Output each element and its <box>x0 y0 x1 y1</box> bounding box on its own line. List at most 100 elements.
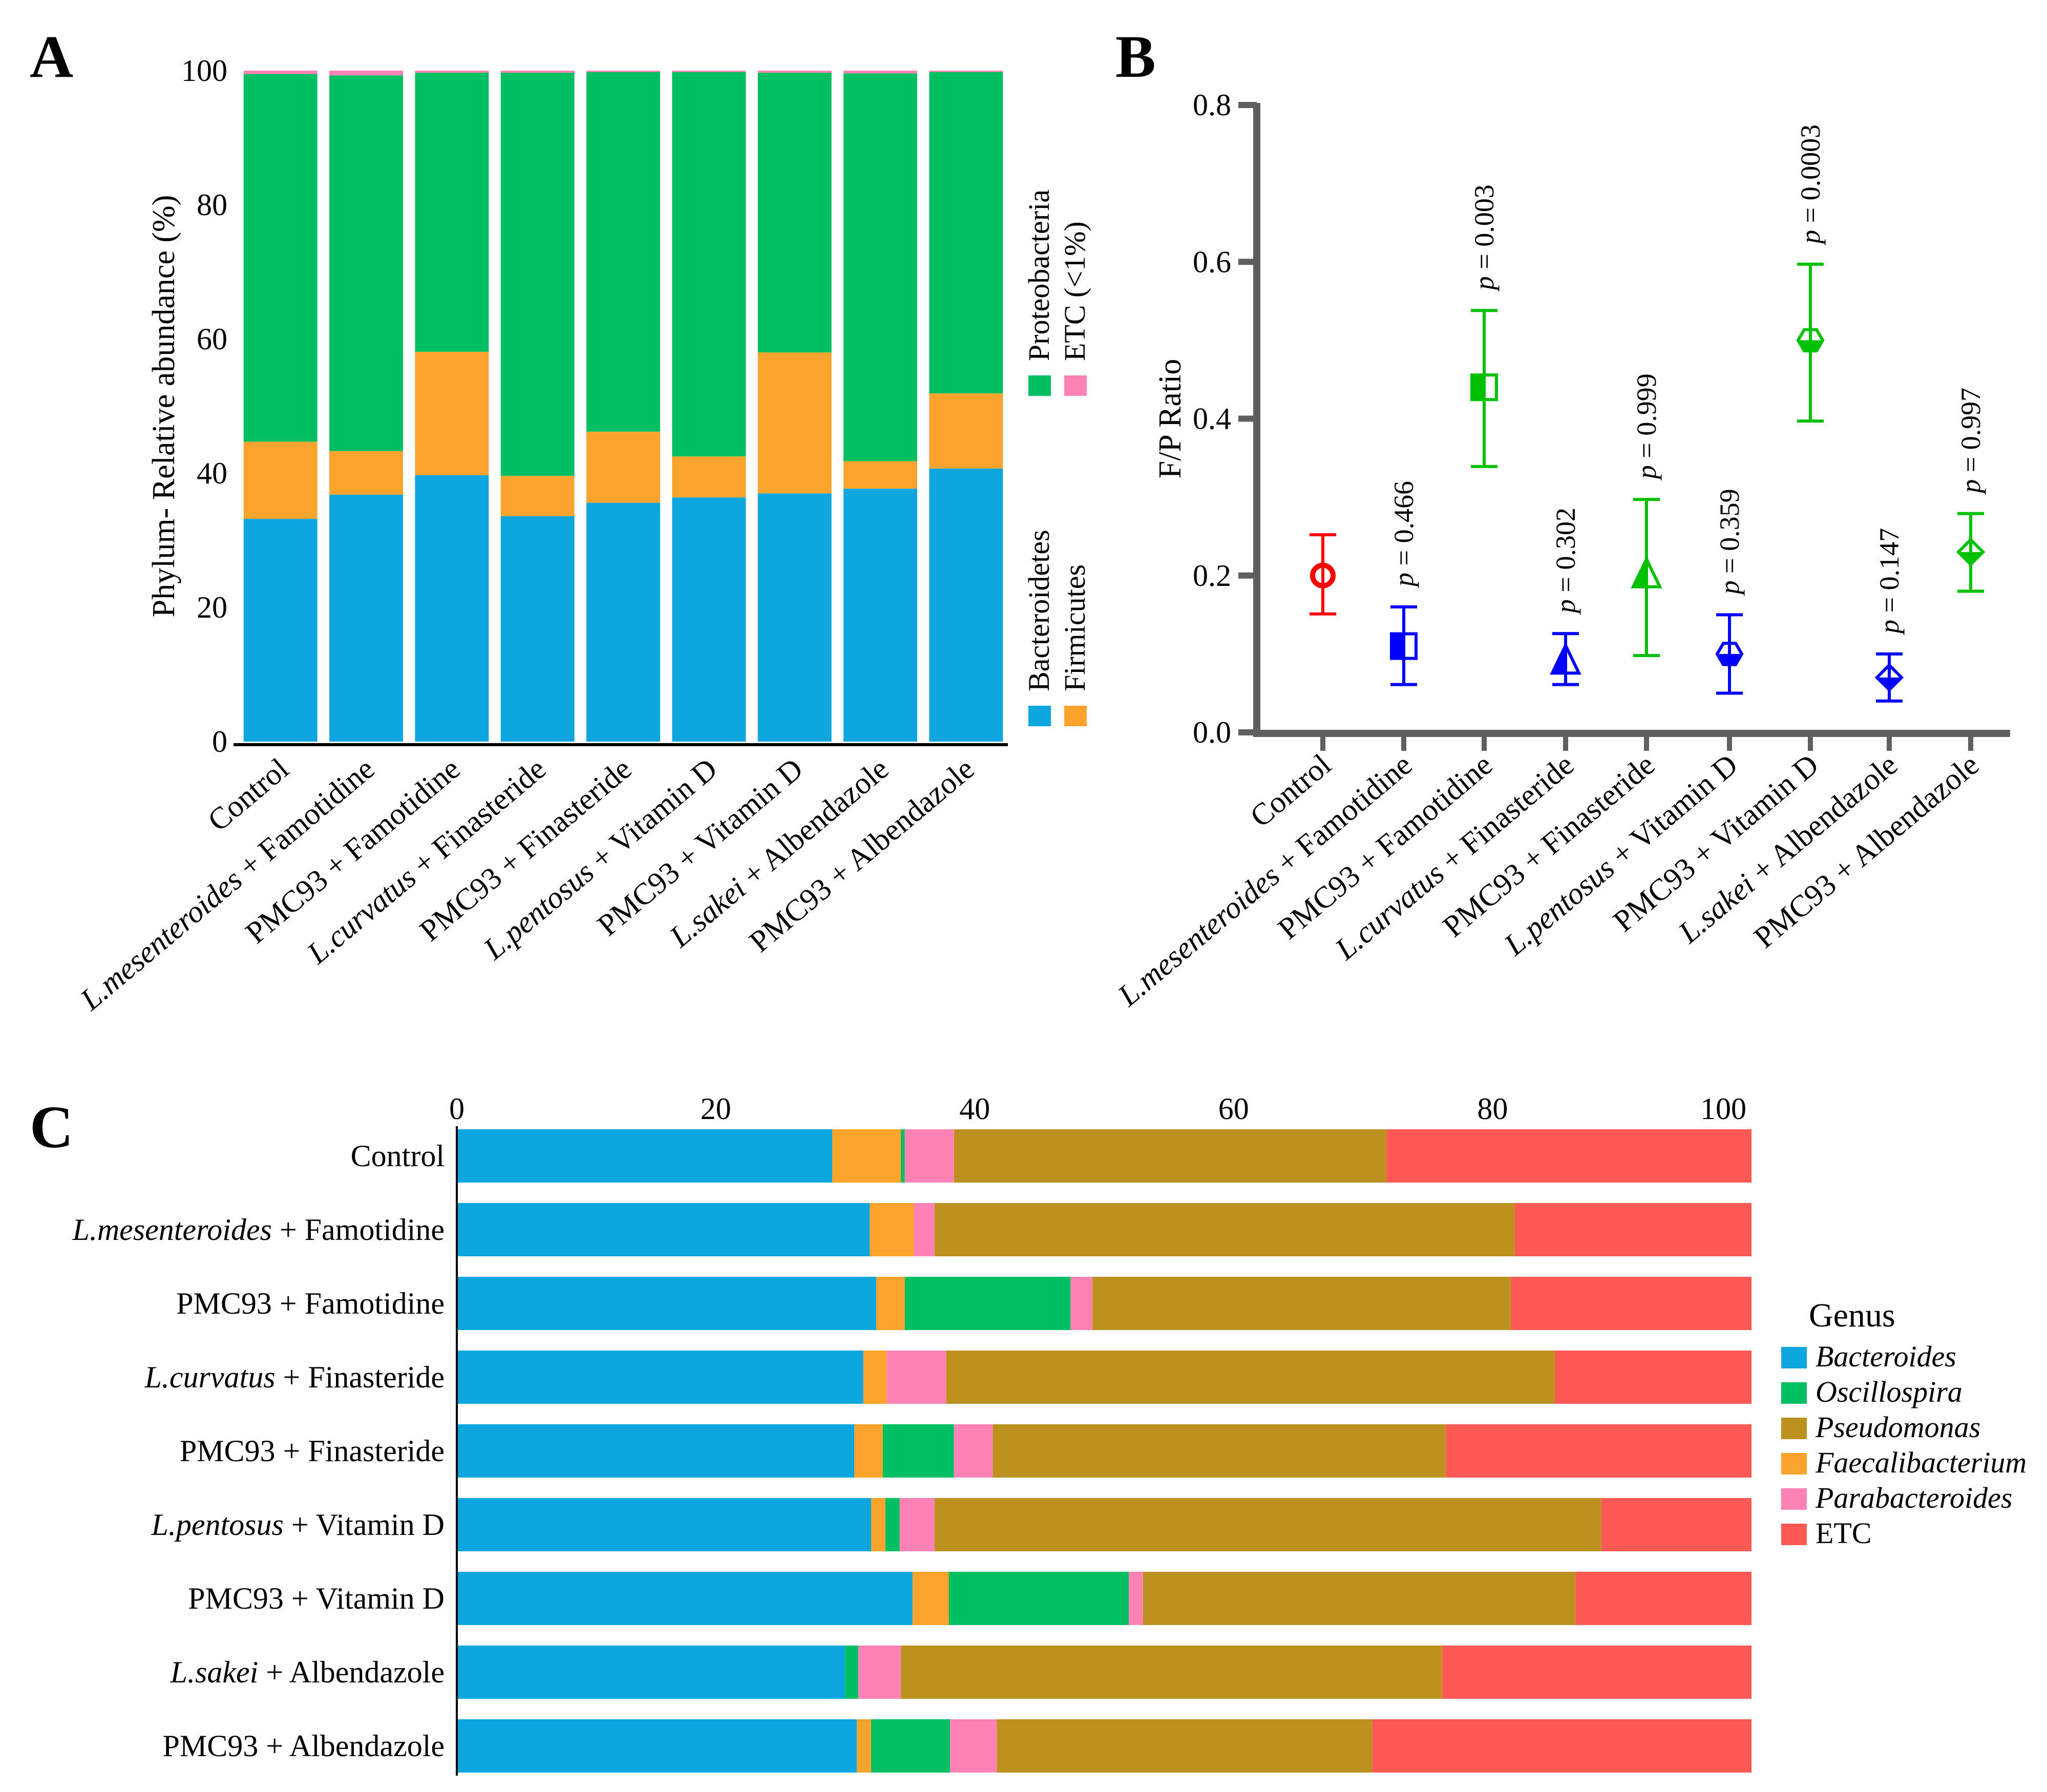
x-tick-label: L.mesenteroides + Famotidine <box>1111 747 1419 1013</box>
bar-segment-etc <box>1554 1351 1751 1404</box>
p-value: = 0.999 <box>1631 373 1662 465</box>
p-symbol: p <box>1874 620 1905 636</box>
bar-segment-oscillospira <box>904 1277 1071 1330</box>
bar-segment-bacteroides <box>457 1572 913 1625</box>
p-value: = 0.147 <box>1874 528 1905 620</box>
data-point-triangle <box>1550 642 1581 675</box>
p-symbol: p <box>1469 276 1500 292</box>
bar-segment-proteobacteria <box>672 72 746 457</box>
bar-segment-bacteroidetes <box>843 489 917 742</box>
bar-segment-proteobacteria <box>586 72 660 432</box>
marker-diamond <box>1874 663 1904 692</box>
bar-segment-bacteroides <box>457 1203 870 1256</box>
data-point-circle <box>1310 562 1336 588</box>
bar-segment-proteobacteria <box>929 72 1003 394</box>
bar-segment-pseudomonas <box>946 1351 1555 1404</box>
p-value: = 0.0003 <box>1795 124 1826 230</box>
marker-diamond-fill <box>1958 552 1983 564</box>
bar-segment-proteobacteria <box>500 72 575 476</box>
category-italic-part: L.mesenteroides <box>72 1213 271 1247</box>
bar-segment-etc-1- <box>843 71 917 74</box>
p-value-label: p = 0.147 <box>1874 528 1905 636</box>
category-text-part: PMC93 + Famotidine <box>176 1287 445 1320</box>
legend: Bacteroidetes Proteobacteria Firmicutes ETC… <box>1022 189 1091 726</box>
legend-swatch <box>1781 1453 1807 1474</box>
x-tick-label: 40 <box>959 1092 990 1126</box>
y-tick-label: 0 <box>212 725 227 758</box>
legend-label: Oscillospira <box>1816 1375 1962 1408</box>
category-italic-part: L.pentosus <box>151 1508 284 1542</box>
p-symbol: p <box>1550 599 1581 615</box>
p-value-label: p = 0.999 <box>1631 373 1662 481</box>
category-italic-part: L.curvatus <box>144 1360 276 1394</box>
bar-segment-parabacteroides <box>887 1351 946 1404</box>
marker-hexagon <box>1715 642 1744 666</box>
bar-segment-etc <box>1514 1203 1751 1256</box>
p-value-label: p = 0.359 <box>1714 489 1745 596</box>
y-tick-label: 0.0 <box>1193 715 1231 749</box>
bar-segment-pseudomonas <box>934 1203 1515 1256</box>
bar-segment-proteobacteria <box>329 75 403 451</box>
legend-label: Bacteroidetes <box>1022 530 1056 691</box>
x-tick-label: 60 <box>1218 1092 1249 1126</box>
legend-label: Parabacteroides <box>1815 1481 2012 1514</box>
bar-segment-parabacteroides <box>914 1203 935 1256</box>
category-text-part: + Albendazole <box>258 1655 445 1689</box>
category-italic-part: L.mesenteroides <box>74 862 248 1017</box>
y-tick-label: PMC93 + Famotidine <box>176 1287 445 1320</box>
legend-label: Proteobacteria <box>1022 189 1056 361</box>
bar-segment-bacteroides <box>457 1719 857 1773</box>
x-tick-label: 20 <box>701 1092 731 1126</box>
bar-segment-etc-1- <box>329 71 403 76</box>
bar-segment-proteobacteria <box>243 74 318 442</box>
bar-segment-etc <box>1601 1498 1751 1551</box>
y-axis-title: F/P Ratio <box>1153 359 1188 479</box>
bar-segment-bacteroidetes <box>929 468 1003 742</box>
legend-label: ETC <box>1816 1516 1872 1550</box>
bar-segment-etc <box>1446 1424 1751 1478</box>
legend-label: Pseudomonas <box>1815 1410 1980 1444</box>
category-text-part: + Famotidine <box>272 1213 445 1247</box>
bar-segment-etc-1- <box>243 71 318 74</box>
bar-segment-bacteroidetes <box>500 516 575 742</box>
bar-segment-faecalibacterium <box>854 1424 883 1478</box>
y-tick-label: 0.2 <box>1193 559 1231 593</box>
data-point-square <box>1390 632 1418 660</box>
bar-segment-pseudomonas <box>901 1646 1442 1699</box>
bar-segment-parabacteroides <box>858 1646 901 1699</box>
bar-segment-firmicutes <box>500 476 575 516</box>
marker-square-fill <box>1391 634 1404 659</box>
y-tick-label: 40 <box>197 456 227 490</box>
bar-segment-proteobacteria <box>843 73 917 461</box>
legend-swatch <box>1028 706 1051 726</box>
x-tick-label: 100 <box>1700 1092 1746 1126</box>
y-tick-label: 0.6 <box>1193 245 1231 279</box>
marker-circle <box>1310 562 1336 588</box>
bar-segment-proteobacteria <box>757 72 832 353</box>
legend-swatch <box>1781 1418 1807 1439</box>
legend: Genus BacteroidesOscillospiraPseudomonasF… <box>1781 1297 2027 1550</box>
bar-segment-oscillospira <box>871 1719 951 1773</box>
bar-segment-firmicutes <box>843 461 917 489</box>
bar-segment-faecalibacterium <box>870 1203 914 1256</box>
bar-segment-parabacteroides <box>954 1424 993 1478</box>
bar-segment-pseudomonas <box>997 1719 1373 1773</box>
bar-segment-firmicutes <box>415 351 489 475</box>
bar-segment-etc <box>1386 1129 1751 1183</box>
p-value: = 0.003 <box>1469 184 1500 276</box>
bar-segment-faecalibacterium <box>863 1351 887 1404</box>
bar-segment-bacteroidetes <box>243 519 318 742</box>
y-tick-label: 0.8 <box>1193 88 1231 122</box>
marker-square <box>1390 632 1418 660</box>
bar-segment-firmicutes <box>243 441 318 519</box>
y-tick-label: PMC93 + Albendazole <box>163 1729 445 1763</box>
bar-segment-bacteroides <box>457 1277 877 1330</box>
bar-segment-bacteroides <box>457 1424 855 1478</box>
category-text-part: PMC93 + Albendazole <box>163 1729 445 1763</box>
legend-swatch <box>1781 1488 1807 1510</box>
category-text-part: PMC93 + Finasteride <box>180 1434 445 1468</box>
bar-segment-etc <box>1510 1277 1751 1330</box>
panel-label-b: B <box>1115 23 1156 90</box>
marker-diamond-fill <box>1877 677 1902 690</box>
